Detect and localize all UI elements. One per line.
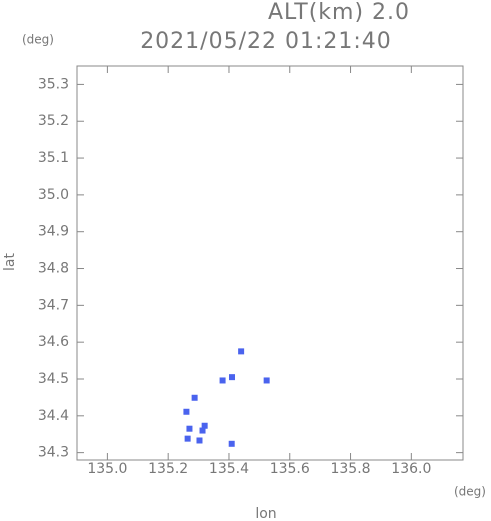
- y-axis-label: lat: [2, 253, 18, 271]
- y-tick-label: 35.0: [38, 187, 69, 203]
- y-tick-label: 34.6: [38, 334, 69, 350]
- y-tick-label: 34.4: [38, 408, 69, 424]
- echo-point: [238, 348, 245, 355]
- echo-point: [199, 427, 206, 434]
- plot-frame: [76, 65, 464, 461]
- x-tick-label: 135.8: [330, 461, 370, 477]
- echo-point: [219, 377, 226, 384]
- chart-title: 2021/05/22 01:21:40: [140, 29, 392, 54]
- y-unit: (deg): [22, 33, 54, 47]
- y-tick-label: 35.2: [38, 113, 69, 129]
- echo-point: [263, 377, 270, 384]
- y-tick-label: 34.8: [38, 261, 69, 277]
- y-tick-label: 34.9: [38, 224, 69, 240]
- x-axis-label: lon: [255, 506, 276, 521]
- y-tick-label: 35.1: [38, 150, 69, 166]
- echo-point: [229, 374, 236, 381]
- x-tick-label: 135.4: [209, 461, 249, 477]
- x-tick-label: 135.0: [87, 461, 127, 477]
- x-tick-label: 135.6: [270, 461, 310, 477]
- x-tick-label: 135.2: [148, 461, 188, 477]
- x-unit: (deg): [454, 485, 486, 499]
- x-tick-label: 136.0: [391, 461, 431, 477]
- echo-point: [183, 408, 190, 415]
- echo-point: [184, 435, 191, 442]
- echo-point: [191, 394, 198, 401]
- echo-point: [228, 440, 235, 447]
- y-tick-label: 35.3: [38, 76, 69, 92]
- echo-point: [196, 437, 203, 444]
- echo-point: [186, 425, 193, 432]
- y-tick-label: 34.5: [38, 371, 69, 387]
- y-tick-label: 34.7: [38, 297, 69, 313]
- subtitle: ALT(km) 2.0: [268, 0, 410, 25]
- echo-point: [201, 422, 208, 429]
- y-tick-label: 34.3: [38, 445, 69, 461]
